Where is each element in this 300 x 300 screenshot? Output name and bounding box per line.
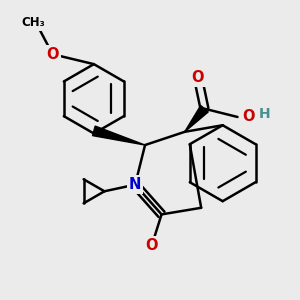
Polygon shape [92, 126, 145, 145]
Text: O: O [146, 238, 158, 253]
Polygon shape [185, 106, 208, 132]
Text: O: O [46, 47, 59, 62]
Text: O: O [192, 70, 204, 85]
Text: H: H [259, 107, 271, 121]
Text: N: N [129, 177, 141, 192]
Text: CH₃: CH₃ [21, 16, 45, 29]
Text: O: O [242, 110, 255, 124]
